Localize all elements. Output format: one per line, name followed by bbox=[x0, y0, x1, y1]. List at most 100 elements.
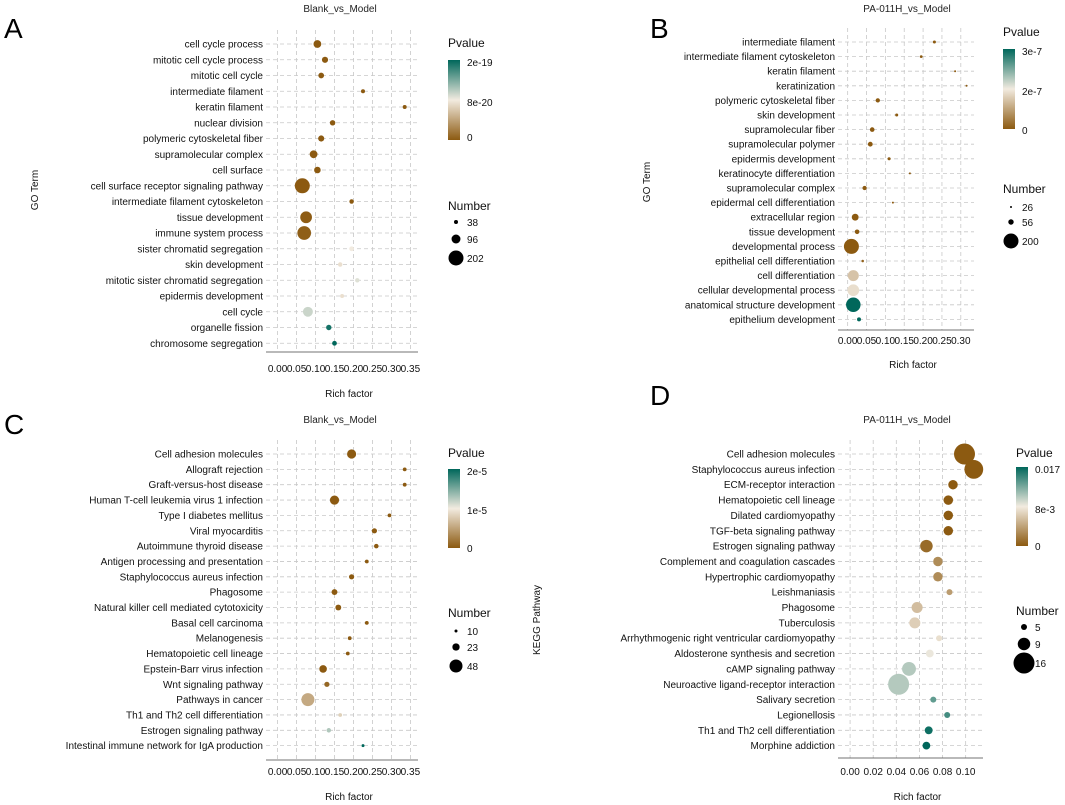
data-point bbox=[922, 741, 931, 750]
data-point bbox=[326, 728, 332, 733]
data-point bbox=[364, 621, 369, 625]
term-label: Estrogen signaling pathway bbox=[141, 726, 263, 737]
term-label: epidermis development bbox=[160, 292, 264, 303]
data-point bbox=[932, 40, 936, 44]
term-label: Basal cell carcinoma bbox=[171, 618, 263, 629]
x-tick-label: 0.15 bbox=[325, 364, 345, 375]
data-point bbox=[302, 306, 313, 317]
term-label: Salivary secretion bbox=[756, 695, 835, 706]
term-label: Intestinal immune network for IgA produc… bbox=[66, 741, 263, 752]
size-legend-dot bbox=[1003, 233, 1019, 249]
data-point bbox=[854, 229, 860, 235]
term-label: cAMP signaling pathway bbox=[726, 664, 835, 675]
data-point bbox=[402, 482, 407, 487]
term-label: keratin filament bbox=[195, 103, 263, 114]
size-legend-label: 48 bbox=[467, 662, 479, 673]
term-label: Wnt signaling pathway bbox=[163, 680, 263, 691]
data-point bbox=[943, 510, 954, 521]
data-point bbox=[920, 539, 933, 553]
data-point bbox=[847, 284, 860, 297]
pvalue-colorbar bbox=[448, 60, 460, 140]
term-label: Leishmaniasis bbox=[772, 588, 835, 599]
term-label: intermediate filament bbox=[742, 38, 835, 49]
data-point bbox=[888, 673, 910, 695]
term-label: mitotic sister chromatid segregation bbox=[106, 276, 263, 287]
term-label: keratinocyte differentiation bbox=[718, 169, 835, 180]
term-label: Cell adhesion molecules bbox=[155, 450, 263, 461]
x-tick-label: 0.00 bbox=[268, 767, 288, 778]
data-point bbox=[909, 617, 921, 629]
data-point bbox=[355, 278, 360, 283]
term-label: mitotic cell cycle bbox=[191, 71, 264, 82]
pvalue-colorbar bbox=[448, 469, 460, 548]
pvalue-legend-title: Pvalue bbox=[448, 446, 485, 460]
pvalue-legend-label: 8e-20 bbox=[467, 98, 493, 109]
x-tick-label: 0.04 bbox=[887, 767, 907, 778]
term-label: supramolecular complex bbox=[727, 184, 835, 195]
term-label: Cell adhesion molecules bbox=[727, 450, 835, 461]
term-label: Hypertrophic cardiomyopathy bbox=[705, 572, 835, 583]
y-axis-title: KEGG Pathway bbox=[532, 585, 543, 655]
term-label: extracellular region bbox=[751, 213, 836, 224]
term-label: Type I diabetes mellitus bbox=[159, 511, 264, 522]
term-label: Staphylococcus aureus infection bbox=[120, 572, 263, 583]
pvalue-legend-label: 1e-5 bbox=[467, 506, 487, 517]
term-label: supramolecular complex bbox=[155, 150, 263, 161]
term-label: TGF-beta signaling pathway bbox=[710, 526, 835, 537]
data-point bbox=[332, 340, 337, 346]
size-legend-label: 5 bbox=[1035, 623, 1041, 634]
data-point bbox=[846, 297, 861, 313]
term-label: Aldosterone synthesis and secretion bbox=[674, 649, 835, 660]
term-label: epithelial cell differentiation bbox=[715, 257, 835, 268]
data-point bbox=[314, 166, 321, 174]
x-tick-label: 0.05 bbox=[857, 336, 877, 347]
term-label: intermediate filament bbox=[170, 87, 263, 98]
x-tick-label: 0.25 bbox=[932, 336, 952, 347]
data-point bbox=[869, 127, 875, 132]
term-label: Estrogen signaling pathway bbox=[713, 542, 835, 553]
data-point bbox=[946, 589, 953, 596]
data-point bbox=[851, 213, 859, 221]
data-point bbox=[309, 150, 318, 159]
data-point bbox=[329, 495, 340, 505]
size-legend-label: 23 bbox=[467, 643, 479, 654]
pvalue-legend-label: 2e-19 bbox=[467, 58, 493, 69]
data-point bbox=[964, 460, 984, 479]
data-point bbox=[331, 589, 338, 596]
data-point bbox=[300, 211, 312, 224]
data-point bbox=[387, 513, 392, 518]
term-label: keratin filament bbox=[767, 67, 835, 78]
term-label: skin development bbox=[757, 111, 835, 122]
term-label: cellular developmental process bbox=[698, 286, 835, 297]
pvalue-legend-title: Pvalue bbox=[1003, 25, 1040, 39]
term-label: Phagosome bbox=[782, 603, 836, 614]
size-legend-title: Number bbox=[1016, 604, 1059, 618]
data-point bbox=[347, 449, 357, 459]
size-legend-label: 10 bbox=[467, 627, 479, 638]
size-legend-label: 202 bbox=[467, 254, 484, 265]
pvalue-legend-label: 8e-3 bbox=[1035, 505, 1055, 516]
data-point bbox=[857, 317, 861, 322]
x-axis-title: Rich factor bbox=[325, 792, 373, 803]
term-label: Melanogenesis bbox=[196, 634, 263, 645]
term-label: Staphylococcus aureus infection bbox=[692, 465, 835, 476]
term-label: Arrhythmogenic right ventricular cardiom… bbox=[620, 634, 835, 645]
data-point bbox=[337, 262, 343, 267]
chart-title: Blank_vs_Model bbox=[303, 415, 376, 426]
term-label: chromosome segregation bbox=[150, 339, 263, 350]
data-point bbox=[943, 526, 954, 536]
data-point bbox=[321, 56, 329, 63]
term-label: Viral myocarditis bbox=[190, 526, 263, 537]
data-point bbox=[908, 172, 911, 175]
term-label: tissue development bbox=[749, 227, 835, 238]
term-label: Tuberculosis bbox=[779, 618, 835, 629]
size-legend-dot bbox=[454, 220, 458, 224]
data-point bbox=[294, 178, 310, 194]
term-label: supramolecular fiber bbox=[744, 125, 835, 136]
panel-letter: A bbox=[4, 13, 23, 44]
data-point bbox=[875, 98, 880, 103]
panel-letter: D bbox=[650, 380, 670, 411]
size-legend-label: 9 bbox=[1035, 640, 1041, 651]
size-legend-dot bbox=[1008, 219, 1014, 225]
